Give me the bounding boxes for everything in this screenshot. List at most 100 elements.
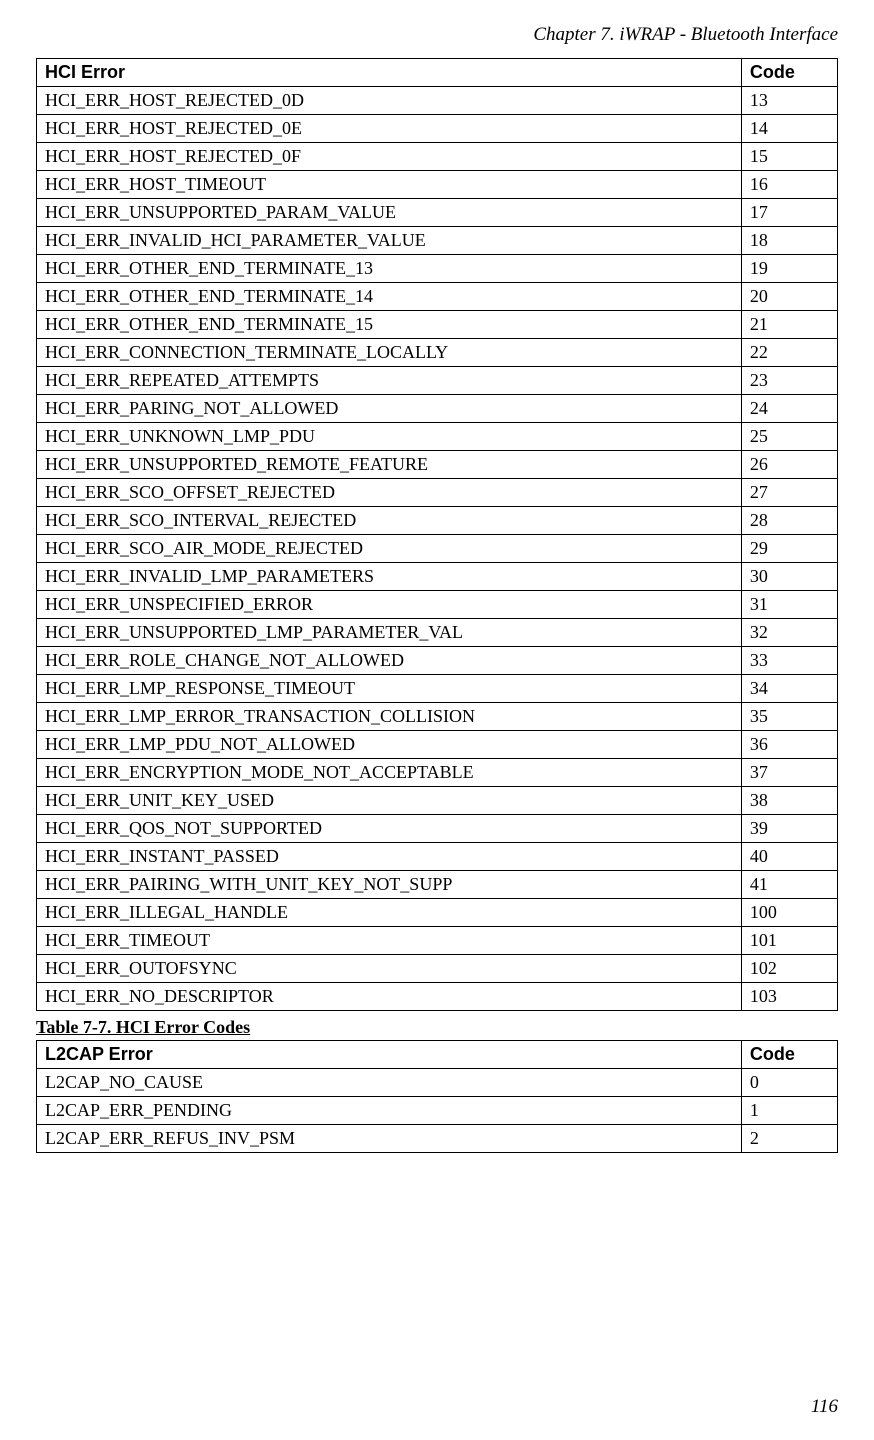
error-code-cell: 41 (741, 871, 837, 899)
table-row: HCI_ERR_LMP_PDU_NOT_ALLOWED36 (37, 731, 838, 759)
hci-error-table: HCI Error Code HCI_ERR_HOST_REJECTED_0D1… (36, 58, 838, 1011)
error-name-cell: HCI_ERR_PARING_NOT_ALLOWED (37, 395, 742, 423)
error-code-cell: 27 (741, 479, 837, 507)
table-row: HCI_ERR_UNIT_KEY_USED38 (37, 787, 838, 815)
page-number: 116 (811, 1396, 838, 1418)
error-name-cell: HCI_ERR_UNSUPPORTED_PARAM_VALUE (37, 199, 742, 227)
error-code-cell: 40 (741, 843, 837, 871)
error-name-cell: HCI_ERR_REPEATED_ATTEMPTS (37, 367, 742, 395)
hci-code-header: Code (741, 59, 837, 87)
error-code-cell: 30 (741, 563, 837, 591)
error-code-cell: 103 (741, 983, 837, 1011)
error-name-cell: HCI_ERR_OUTOFSYNC (37, 955, 742, 983)
error-name-cell: HCI_ERR_ILLEGAL_HANDLE (37, 899, 742, 927)
table-header-row: HCI Error Code (37, 59, 838, 87)
error-code-cell: 2 (741, 1125, 837, 1153)
table-row: HCI_ERR_OTHER_END_TERMINATE_1420 (37, 283, 838, 311)
table-row: HCI_ERR_PARING_NOT_ALLOWED24 (37, 395, 838, 423)
table-row: HCI_ERR_CONNECTION_TERMINATE_LOCALLY22 (37, 339, 838, 367)
error-code-cell: 36 (741, 731, 837, 759)
error-code-cell: 15 (741, 143, 837, 171)
error-name-cell: HCI_ERR_NO_DESCRIPTOR (37, 983, 742, 1011)
table-header-row: L2CAP Error Code (37, 1041, 838, 1069)
error-code-cell: 24 (741, 395, 837, 423)
error-code-cell: 13 (741, 87, 837, 115)
error-code-cell: 20 (741, 283, 837, 311)
error-name-cell: HCI_ERR_INSTANT_PASSED (37, 843, 742, 871)
error-code-cell: 26 (741, 451, 837, 479)
table-row: HCI_ERR_SCO_INTERVAL_REJECTED28 (37, 507, 838, 535)
error-name-cell: HCI_ERR_LMP_ERROR_TRANSACTION_COLLISION (37, 703, 742, 731)
table-row: HCI_ERR_SCO_AIR_MODE_REJECTED29 (37, 535, 838, 563)
error-code-cell: 39 (741, 815, 837, 843)
error-name-cell: HCI_ERR_UNSUPPORTED_REMOTE_FEATURE (37, 451, 742, 479)
table-row: L2CAP_ERR_PENDING1 (37, 1097, 838, 1125)
table-row: HCI_ERR_INSTANT_PASSED40 (37, 843, 838, 871)
error-code-cell: 38 (741, 787, 837, 815)
error-name-cell: HCI_ERR_HOST_TIMEOUT (37, 171, 742, 199)
table-row: HCI_ERR_INVALID_LMP_PARAMETERS30 (37, 563, 838, 591)
error-code-cell: 18 (741, 227, 837, 255)
table-row: HCI_ERR_REPEATED_ATTEMPTS23 (37, 367, 838, 395)
table-row: HCI_ERR_HOST_TIMEOUT16 (37, 171, 838, 199)
error-code-cell: 29 (741, 535, 837, 563)
table-row: HCI_ERR_LMP_ERROR_TRANSACTION_COLLISION3… (37, 703, 838, 731)
error-code-cell: 1 (741, 1097, 837, 1125)
table-row: HCI_ERR_TIMEOUT101 (37, 927, 838, 955)
error-name-cell: HCI_ERR_LMP_RESPONSE_TIMEOUT (37, 675, 742, 703)
error-name-cell: L2CAP_ERR_REFUS_INV_PSM (37, 1125, 742, 1153)
table-caption: Table 7-7. HCI Error Codes (36, 1017, 838, 1038)
table-row: HCI_ERR_OTHER_END_TERMINATE_1521 (37, 311, 838, 339)
error-code-cell: 14 (741, 115, 837, 143)
table-row: HCI_ERR_NO_DESCRIPTOR103 (37, 983, 838, 1011)
error-code-cell: 101 (741, 927, 837, 955)
error-name-cell: HCI_ERR_UNKNOWN_LMP_PDU (37, 423, 742, 451)
error-code-cell: 32 (741, 619, 837, 647)
error-name-cell: HCI_ERR_OTHER_END_TERMINATE_15 (37, 311, 742, 339)
table-row: HCI_ERR_SCO_OFFSET_REJECTED27 (37, 479, 838, 507)
error-name-cell: HCI_ERR_UNSUPPORTED_LMP_PARAMETER_VAL (37, 619, 742, 647)
error-name-cell: HCI_ERR_UNIT_KEY_USED (37, 787, 742, 815)
table-row: HCI_ERR_HOST_REJECTED_0E14 (37, 115, 838, 143)
chapter-header: Chapter 7. iWRAP - Bluetooth Interface (36, 24, 838, 46)
error-code-cell: 22 (741, 339, 837, 367)
error-code-cell: 102 (741, 955, 837, 983)
error-name-cell: HCI_ERR_TIMEOUT (37, 927, 742, 955)
error-name-cell: HCI_ERR_SCO_OFFSET_REJECTED (37, 479, 742, 507)
error-name-cell: HCI_ERR_PAIRING_WITH_UNIT_KEY_NOT_SUPP (37, 871, 742, 899)
error-code-cell: 21 (741, 311, 837, 339)
error-name-cell: HCI_ERR_INVALID_LMP_PARAMETERS (37, 563, 742, 591)
error-code-cell: 23 (741, 367, 837, 395)
error-name-cell: HCI_ERR_INVALID_HCI_PARAMETER_VALUE (37, 227, 742, 255)
l2cap-error-header: L2CAP Error (37, 1041, 742, 1069)
table-row: HCI_ERR_OTHER_END_TERMINATE_1319 (37, 255, 838, 283)
error-name-cell: HCI_ERR_SCO_INTERVAL_REJECTED (37, 507, 742, 535)
table-row: HCI_ERR_ROLE_CHANGE_NOT_ALLOWED33 (37, 647, 838, 675)
error-name-cell: L2CAP_NO_CAUSE (37, 1069, 742, 1097)
error-name-cell: HCI_ERR_OTHER_END_TERMINATE_13 (37, 255, 742, 283)
error-name-cell: HCI_ERR_SCO_AIR_MODE_REJECTED (37, 535, 742, 563)
table-row: HCI_ERR_UNSPECIFIED_ERROR31 (37, 591, 838, 619)
error-name-cell: HCI_ERR_ROLE_CHANGE_NOT_ALLOWED (37, 647, 742, 675)
error-name-cell: HCI_ERR_HOST_REJECTED_0F (37, 143, 742, 171)
l2cap-code-header: Code (741, 1041, 837, 1069)
error-code-cell: 16 (741, 171, 837, 199)
table-row: HCI_ERR_ILLEGAL_HANDLE100 (37, 899, 838, 927)
table-row: HCI_ERR_UNSUPPORTED_REMOTE_FEATURE26 (37, 451, 838, 479)
table-row: HCI_ERR_UNSUPPORTED_LMP_PARAMETER_VAL32 (37, 619, 838, 647)
table-row: HCI_ERR_UNKNOWN_LMP_PDU25 (37, 423, 838, 451)
hci-error-header: HCI Error (37, 59, 742, 87)
error-code-cell: 33 (741, 647, 837, 675)
error-code-cell: 31 (741, 591, 837, 619)
error-name-cell: HCI_ERR_UNSPECIFIED_ERROR (37, 591, 742, 619)
error-code-cell: 34 (741, 675, 837, 703)
table-row: HCI_ERR_QOS_NOT_SUPPORTED39 (37, 815, 838, 843)
l2cap-error-table: L2CAP Error Code L2CAP_NO_CAUSE0L2CAP_ER… (36, 1040, 838, 1153)
error-code-cell: 0 (741, 1069, 837, 1097)
error-code-cell: 25 (741, 423, 837, 451)
error-name-cell: HCI_ERR_LMP_PDU_NOT_ALLOWED (37, 731, 742, 759)
error-name-cell: L2CAP_ERR_PENDING (37, 1097, 742, 1125)
error-code-cell: 17 (741, 199, 837, 227)
table-row: HCI_ERR_OUTOFSYNC102 (37, 955, 838, 983)
table-row: HCI_ERR_PAIRING_WITH_UNIT_KEY_NOT_SUPP41 (37, 871, 838, 899)
